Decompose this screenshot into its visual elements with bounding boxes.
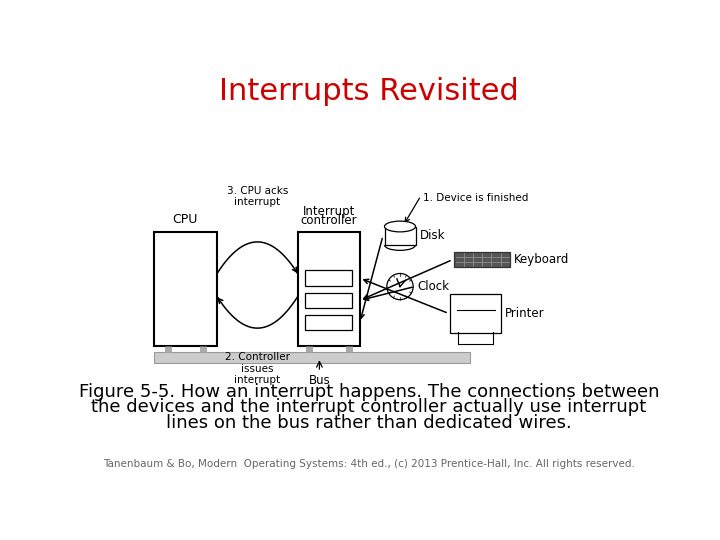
- Text: 3. CPU acks
interrupt: 3. CPU acks interrupt: [227, 186, 288, 207]
- FancyBboxPatch shape: [384, 226, 415, 245]
- Text: Tanenbaum & Bo, Modern  Operating Systems: 4th ed., (c) 2013 Prentice-Hall, Inc.: Tanenbaum & Bo, Modern Operating Systems…: [103, 458, 635, 469]
- FancyBboxPatch shape: [451, 294, 500, 333]
- Text: the devices and the interrupt controller actually use interrupt: the devices and the interrupt controller…: [91, 399, 647, 416]
- FancyBboxPatch shape: [297, 232, 360, 346]
- FancyBboxPatch shape: [153, 232, 217, 346]
- Text: Interrupt: Interrupt: [302, 205, 355, 218]
- Text: Figure 5-5. How an interrupt happens. The connections between: Figure 5-5. How an interrupt happens. Th…: [78, 383, 660, 401]
- Circle shape: [387, 273, 413, 300]
- FancyBboxPatch shape: [454, 252, 510, 267]
- Text: Keyboard: Keyboard: [514, 253, 570, 266]
- Text: 1. Device is finished: 1. Device is finished: [423, 193, 528, 203]
- FancyBboxPatch shape: [305, 271, 352, 286]
- Text: Interrupts Revisited: Interrupts Revisited: [219, 77, 519, 106]
- FancyBboxPatch shape: [305, 293, 352, 308]
- Text: Disk: Disk: [420, 230, 446, 242]
- Text: CPU: CPU: [173, 213, 198, 226]
- FancyBboxPatch shape: [305, 315, 352, 330]
- Text: lines on the bus rather than dedicated wires.: lines on the bus rather than dedicated w…: [166, 414, 572, 432]
- Text: Printer: Printer: [505, 307, 544, 320]
- Text: controller: controller: [300, 213, 357, 226]
- Text: Bus: Bus: [309, 374, 330, 387]
- Text: Clock: Clock: [417, 280, 449, 293]
- Ellipse shape: [384, 221, 415, 232]
- FancyBboxPatch shape: [153, 352, 469, 363]
- Text: 2. Controller
issues
interrupt: 2. Controller issues interrupt: [225, 352, 290, 385]
